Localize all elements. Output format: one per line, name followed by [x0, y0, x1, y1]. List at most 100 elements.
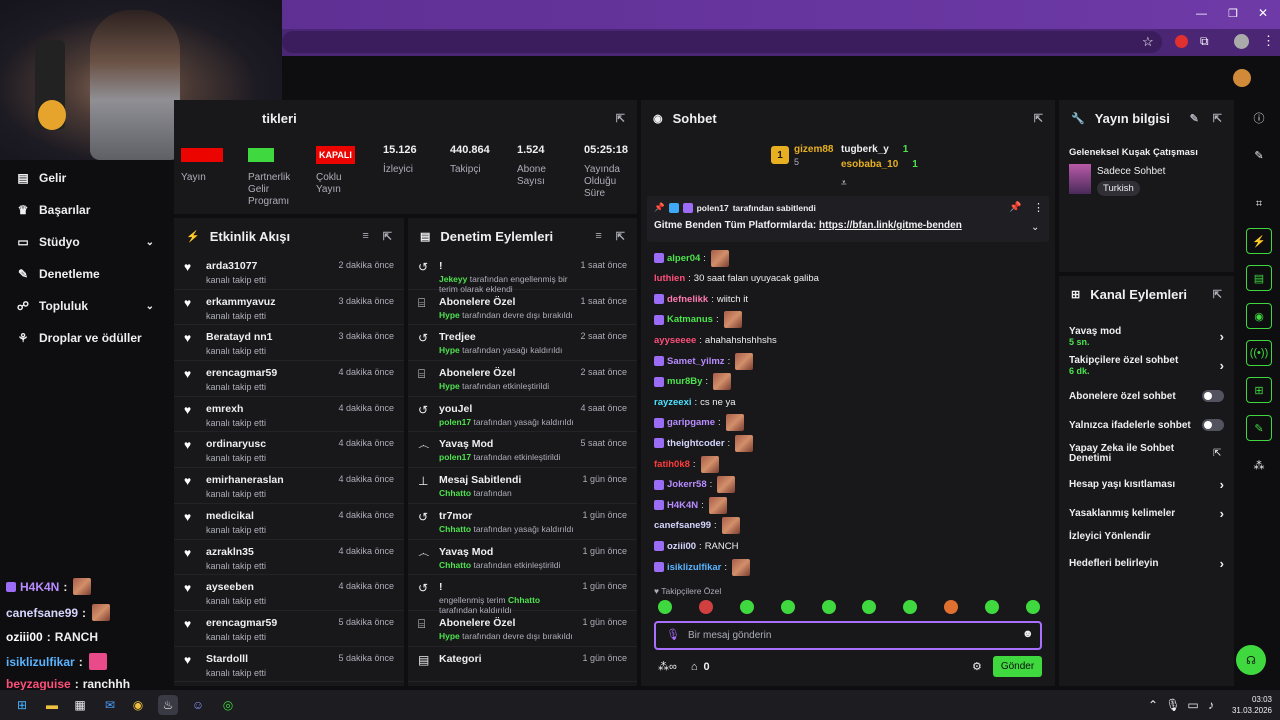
- chat-message[interactable]: mur8By:: [654, 372, 732, 392]
- chat-username[interactable]: alper04: [667, 252, 701, 264]
- user-avatar[interactable]: [1233, 69, 1251, 87]
- chat-message[interactable]: garipgame:: [654, 413, 744, 433]
- popout-icon[interactable]: ⇱: [1033, 112, 1043, 125]
- external-link-icon[interactable]: ⇱: [1213, 448, 1222, 459]
- chat-message[interactable]: Samet_yilmz:: [654, 351, 754, 371]
- emote-button[interactable]: [698, 600, 713, 614]
- clip-icon[interactable]: ⌗: [1255, 197, 1263, 210]
- activity-row[interactable]: ♥ emirhaneraslan kanalı takip etti 4 dakika…: [174, 468, 404, 504]
- chat-username[interactable]: oziii00: [667, 540, 697, 552]
- mod-action-row[interactable]: ↺ Tredjee Hype tarafından yasağı kaldırıld…: [408, 325, 637, 362]
- mod-action-row[interactable]: ⌸ Abonelere Özel Hype tarafından devre dış…: [408, 290, 637, 326]
- filter-icon[interactable]: ≡: [595, 229, 602, 242]
- bits-icon[interactable]: ⁂∞: [658, 661, 677, 673]
- edit-icon[interactable]: ✎: [1254, 149, 1264, 162]
- chat-message[interactable]: Katmanus:: [654, 310, 742, 330]
- action-goals[interactable]: Hedefleri belirleyin ›: [1069, 556, 1224, 571]
- chat-username[interactable]: fatih0k8: [654, 458, 690, 470]
- chat-message[interactable]: fatih0k8:: [654, 454, 719, 474]
- action-raid[interactable]: İzleyici Yönlendir: [1069, 531, 1151, 542]
- tag-chip[interactable]: Turkish: [1097, 181, 1140, 196]
- support-icon[interactable]: ☊: [1236, 645, 1266, 675]
- mod-action-row[interactable]: ↺ youJel polen17 tarafından yasağı kaldırı…: [408, 397, 637, 433]
- kebab-menu-icon[interactable]: ⋮: [1033, 202, 1044, 214]
- category-name[interactable]: Sadece Sohbet: [1097, 166, 1166, 177]
- action-banned-words[interactable]: Yasaklanmış kelimeler ›: [1069, 506, 1224, 521]
- chat-message[interactable]: canefsane99:: [654, 516, 740, 536]
- activity-row[interactable]: ♥ Stardolll kanalı takip etti 5 dakika önce: [174, 647, 404, 683]
- sidebar-item-drops[interactable]: ⚘ Droplar ve ödüller: [17, 331, 142, 345]
- mod-action-row[interactable]: ෴ Yavaş Mod polen17 tarafından etkinleştir…: [408, 432, 637, 469]
- settings-icon[interactable]: ⚙: [972, 661, 982, 673]
- popout-icon[interactable]: ⇱: [1212, 112, 1222, 125]
- chat-message[interactable]: luthien:30 saat falan uyuyacak galiba: [654, 273, 819, 285]
- address-bar[interactable]: [282, 31, 1162, 53]
- sidebar-item-achievements[interactable]: ♛ Başarılar: [17, 203, 91, 217]
- activity-row[interactable]: ♥ medicikal kanalı takip etti 4 dakika önce: [174, 504, 404, 540]
- filter-icon[interactable]: ≡: [362, 229, 369, 242]
- chat-message[interactable]: theightcoder:: [654, 433, 754, 453]
- extension-icon[interactable]: [1175, 35, 1188, 48]
- mod-action-row[interactable]: ↺ tr7mor Chhatto tarafından yasağı kaldırı…: [408, 504, 637, 540]
- emote-button[interactable]: [1025, 600, 1040, 614]
- sidebar-item-moderation[interactable]: ✎ Denetleme: [17, 267, 100, 281]
- toggle-switch[interactable]: [1202, 419, 1224, 431]
- emote-button[interactable]: [780, 600, 795, 614]
- chat-username[interactable]: canefsane99: [654, 520, 712, 532]
- action-emote-only[interactable]: Yalnızca ifadelerle sohbet: [1069, 419, 1224, 431]
- chat-username[interactable]: theightcoder: [667, 437, 725, 449]
- chat-message[interactable]: ayyseeee: ahahahshshhshs: [654, 334, 777, 346]
- emote-button[interactable]: [821, 600, 836, 614]
- chat-message[interactable]: oziii00: RANCH: [654, 536, 738, 556]
- clock[interactable]: 03:03 31.03.2026: [1231, 695, 1272, 715]
- popout-icon[interactable]: ⇱: [1212, 288, 1222, 301]
- emote-button[interactable]: [658, 600, 672, 614]
- steam-icon[interactable]: ♨: [158, 695, 178, 715]
- store-icon[interactable]: ▦: [74, 698, 86, 712]
- mod-action-row[interactable]: ⌸ Abonelere Özel Hype tarafından devre dış…: [408, 611, 637, 647]
- action-ai-moderation[interactable]: Yapay Zeka ile Sohbet Denetimi: [1069, 443, 1175, 464]
- mod-action-row[interactable]: ⊥ Mesaj Sabitlendi Chhatto tarafından 1 gün…: [408, 468, 637, 504]
- activity-row[interactable]: ♥ ayseeben kanalı takip etti 4 dakika önce: [174, 575, 404, 611]
- wrench-icon[interactable]: ✎: [1246, 415, 1272, 441]
- sidebar-item-revenue[interactable]: ▤ Gelir: [17, 171, 67, 185]
- popout-icon[interactable]: ⇱: [382, 230, 392, 243]
- info-icon[interactable]: ⓘ: [1253, 113, 1265, 125]
- puzzle-icon[interactable]: ⧉: [1200, 34, 1209, 48]
- sidebar-item-community[interactable]: ☍ Topluluk ⌄: [16, 299, 154, 313]
- chrome-icon[interactable]: ◉: [132, 698, 144, 712]
- chevron-down-icon[interactable]: ⌄: [1031, 222, 1040, 233]
- activity-row[interactable]: ♥ Beratayd nn1 kanalı takip etti 3 dakika ö…: [174, 325, 404, 362]
- emote-button[interactable]: [739, 600, 754, 614]
- chat-username[interactable]: mur8By: [667, 376, 703, 388]
- activity-row[interactable]: ♥ azrakln35 kanalı takip etti 4 dakika önce: [174, 540, 404, 576]
- emote-button[interactable]: [944, 600, 959, 614]
- microphone-icon[interactable]: 🎙: [1165, 698, 1181, 712]
- kebab-menu-icon[interactable]: ⋮: [1262, 33, 1275, 48]
- action-account-age[interactable]: Hesap yaşı kısıtlaması ›: [1069, 477, 1224, 492]
- emote-button[interactable]: [903, 600, 918, 614]
- community-icon[interactable]: ⁂: [1253, 459, 1265, 472]
- chat-username[interactable]: Samet_yilmz: [667, 355, 725, 367]
- emote-button[interactable]: [985, 600, 999, 614]
- pinned-link[interactable]: https://bfan.link/gitme-benden: [819, 220, 962, 231]
- toolbox-icon[interactable]: ⊞: [1246, 377, 1272, 403]
- mod-action-row[interactable]: ▤ Kategori 1 gün önce: [408, 647, 637, 683]
- popout-icon[interactable]: ⇱: [615, 112, 625, 125]
- category-boxart[interactable]: [1069, 164, 1091, 194]
- mod-action-row[interactable]: ↺! engellenmiş terim Chhatto tarafından k…: [408, 575, 637, 615]
- windows-start-icon[interactable]: ⊞: [16, 698, 28, 712]
- send-button[interactable]: Gönder: [993, 656, 1042, 677]
- action-slow-mode[interactable]: Yavaş mod 5 sn. ›: [1069, 326, 1224, 347]
- chat-username[interactable]: luthien: [654, 273, 686, 285]
- emoji-icon[interactable]: ☻: [1022, 628, 1034, 640]
- file-explorer-icon[interactable]: ▬: [46, 698, 58, 712]
- activity-row[interactable]: ♥ ordinaryusc kanalı takip etti 4 dakika ön…: [174, 432, 404, 469]
- spotify-icon[interactable]: ◎: [222, 698, 234, 712]
- points-icon[interactable]: ⌂: [690, 660, 698, 673]
- toggle-switch[interactable]: [1202, 390, 1224, 402]
- chat-username[interactable]: Jokerr58: [667, 479, 707, 491]
- gifter-name[interactable]: tugberk_y: [841, 144, 889, 155]
- chat-username[interactable]: Katmanus: [667, 314, 713, 326]
- popout-icon[interactable]: ⇱: [615, 230, 625, 243]
